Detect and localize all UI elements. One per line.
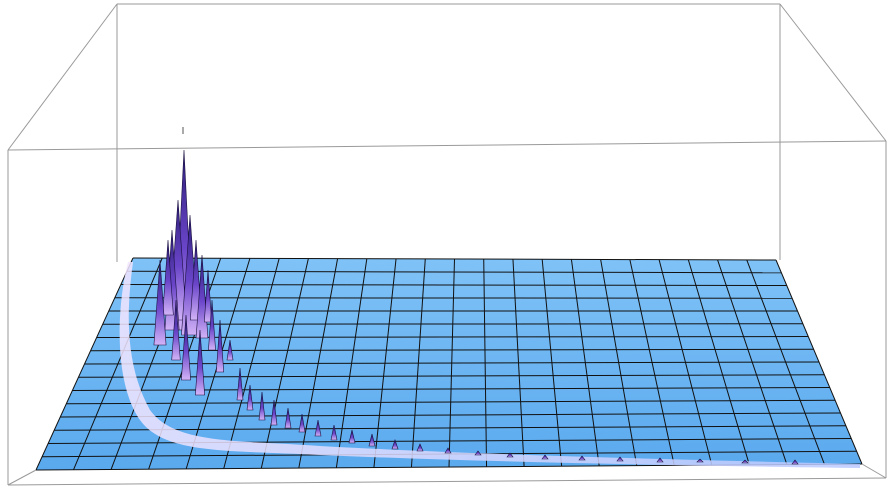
spike-peak <box>236 367 244 401</box>
spike-peak <box>162 239 174 316</box>
mesh-col-line <box>541 259 563 467</box>
spike-peak <box>791 459 799 465</box>
mesh-col-line <box>629 259 675 466</box>
spike-peak <box>578 455 586 461</box>
spike-peak <box>203 269 213 323</box>
spike-peak <box>298 413 306 433</box>
spike-peak <box>541 454 549 460</box>
spike-peak <box>444 447 452 454</box>
spike-peak <box>416 443 424 452</box>
spike-peak <box>348 429 356 444</box>
spike-peak <box>181 314 191 381</box>
spike-peak <box>696 458 704 463</box>
mesh-col-line <box>448 258 455 468</box>
mesh-col-line <box>746 259 825 465</box>
mesh-col-line <box>410 258 426 468</box>
mesh-col-line <box>298 258 339 469</box>
spike-peak <box>616 456 624 462</box>
spike-peak <box>314 419 322 437</box>
spike-peak <box>284 407 292 429</box>
mesh-col-line <box>717 259 788 465</box>
spike-peak <box>474 450 482 456</box>
spike-peak <box>391 439 399 450</box>
spike-peak <box>195 329 205 396</box>
mesh-col-line <box>373 258 397 468</box>
spike-peak <box>246 384 254 411</box>
spike-peak <box>368 433 376 447</box>
spike-peak <box>153 259 167 346</box>
mesh-col-line <box>687 259 750 465</box>
mesh-col-line <box>260 258 309 469</box>
spike-peak <box>330 424 338 441</box>
spike-peak <box>506 452 514 458</box>
mesh-col-line <box>483 259 488 467</box>
spike-peak <box>215 319 225 373</box>
bounding-box-front <box>7 140 887 486</box>
mesh-col-line <box>35 257 134 471</box>
spike-peak <box>208 299 216 351</box>
mesh-col-line <box>570 259 600 466</box>
bounding-box-back <box>7 3 887 262</box>
mesh-col-line <box>512 259 525 467</box>
mesh-col-line <box>73 257 163 470</box>
mesh-col-line <box>600 259 638 466</box>
mesh-col-line <box>335 258 368 468</box>
spike-peak <box>171 299 181 361</box>
spike-peaks <box>153 127 799 465</box>
mesh-col-line <box>658 259 713 466</box>
mesh-col-line <box>223 258 280 469</box>
spike-peak <box>226 339 234 361</box>
spike-peak <box>656 457 664 463</box>
spike-peak <box>258 391 266 421</box>
mesh-col-line <box>775 259 863 465</box>
spike-peak <box>270 399 278 426</box>
spike-peak <box>741 459 749 464</box>
